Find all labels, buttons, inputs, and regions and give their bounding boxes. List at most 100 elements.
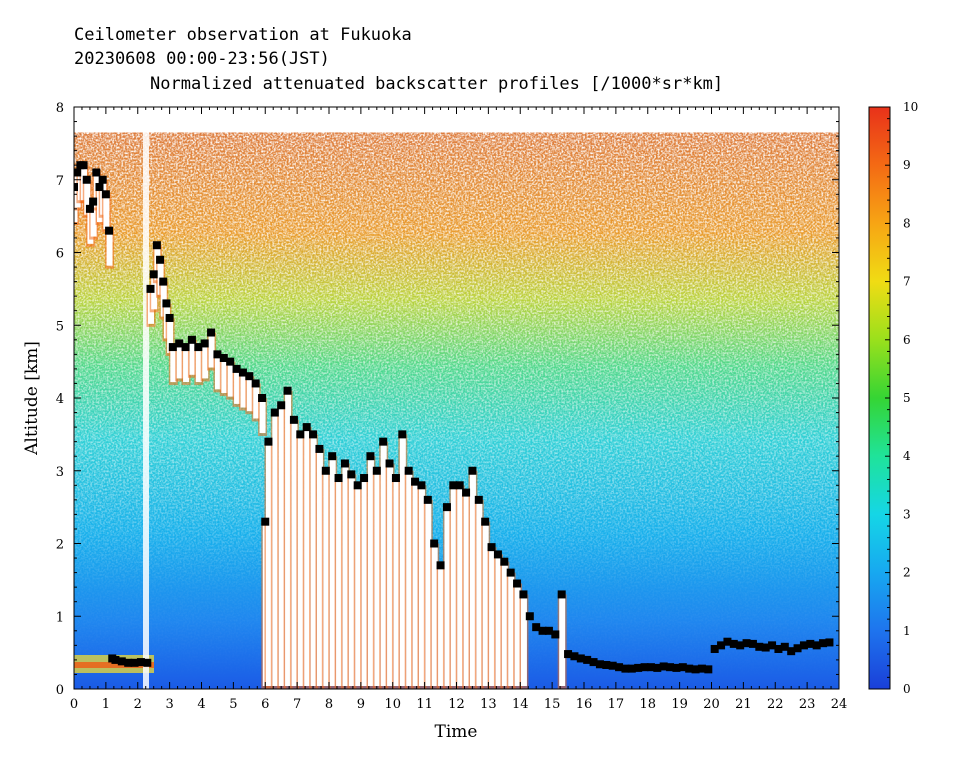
cloud-base-point: [748, 639, 757, 648]
cloud-base-point: [812, 641, 821, 650]
y-axis: 0 1 2 3 4 5 6 7 8: [56, 101, 839, 698]
cloud-base-point: [755, 642, 764, 651]
cloud-core: [278, 408, 285, 686]
cloud-base-point: [258, 394, 267, 402]
cloud-core: [463, 495, 470, 686]
x-tick-label: 1: [102, 697, 110, 712]
x-tick-label: 22: [767, 697, 784, 712]
cloud-base-point: [321, 466, 330, 475]
cloud-base-point: [117, 657, 126, 666]
cloud-base-point: [162, 299, 171, 308]
x-tick-label: 15: [544, 697, 561, 712]
cloud-core: [176, 346, 183, 379]
x-tick-label: 16: [576, 697, 593, 712]
cloud-core: [514, 586, 521, 686]
cloud-core: [418, 488, 425, 686]
cloud-base-point: [315, 444, 324, 453]
x-tick-label: 14: [512, 697, 529, 712]
cloud-base-point: [602, 660, 611, 669]
cloud-base-point: [74, 183, 78, 192]
cloud-base-point: [806, 639, 815, 648]
cloud-base-point: [101, 190, 110, 199]
cloud-core: [482, 524, 489, 686]
cloud-base-point: [666, 663, 675, 672]
cloud-core: [189, 342, 196, 375]
colorbar-tick-label: 10: [903, 100, 918, 114]
colorbar-tick-label: 9: [903, 158, 911, 172]
y-axis-title: Altitude [km]: [22, 341, 42, 456]
cloud-core: [304, 430, 311, 686]
cloud-base-point: [825, 638, 834, 647]
cloud-core: [476, 502, 483, 686]
missing-data-gap: [143, 130, 149, 689]
cloud-core: [361, 481, 368, 686]
cloud-base-point: [200, 339, 209, 348]
cloud-core: [240, 375, 247, 408]
cloud-base-point: [95, 183, 104, 192]
x-tick-label: 19: [671, 697, 688, 712]
cloud-base-point: [519, 590, 528, 599]
cloud-core: [559, 597, 566, 686]
cloud-base-point: [799, 641, 808, 650]
cloud-base-point: [532, 623, 541, 632]
cloud-base-point: [207, 328, 216, 337]
cloud-base-point: [232, 364, 241, 373]
cloud-base-point: [105, 226, 114, 235]
cloud-core: [469, 473, 476, 686]
cloud-base-point: [589, 658, 598, 667]
x-tick-label: 17: [608, 697, 625, 712]
cloud-base-point: [538, 626, 547, 635]
cloud-core: [227, 364, 234, 397]
x-tick-label: 11: [416, 697, 433, 712]
y-tick-label: 3: [56, 465, 64, 480]
cloud-base-point: [175, 339, 184, 348]
cloud-core: [202, 346, 209, 379]
cloud-base-point: [819, 639, 828, 648]
cloud-base-point: [761, 643, 770, 652]
cloud-base-point: [124, 658, 133, 667]
x-tick-label: 24: [831, 697, 848, 712]
cloud-base-point: [487, 543, 496, 552]
cloud-base-point: [710, 644, 719, 653]
chart-title: Normalized attenuated backscatter profil…: [150, 74, 723, 94]
plot-area: [74, 107, 839, 689]
cloud-base-point: [436, 561, 445, 570]
cloud-base-point: [92, 168, 101, 177]
cloud-base-point: [729, 639, 738, 648]
y-tick-label: 1: [56, 610, 64, 625]
cloud-base-point: [238, 368, 247, 377]
cloud-core: [342, 466, 349, 686]
cloud-base-point: [85, 204, 94, 213]
cloud-base-point: [328, 452, 337, 461]
x-tick-label: 3: [165, 697, 173, 712]
cloud-base-point: [449, 481, 458, 490]
y-tick-label: 7: [56, 174, 64, 189]
cloud-base-point: [774, 644, 783, 653]
cloud-base-series: [74, 161, 834, 674]
cloud-base-point: [564, 650, 573, 659]
cloud-base-point: [793, 644, 802, 653]
cloud-core: [272, 415, 279, 686]
cloud-base-point: [595, 660, 604, 669]
cloud-core: [425, 502, 432, 686]
cloud-base-point: [544, 626, 553, 635]
colorbar-tick-label: 8: [903, 216, 911, 230]
cloud-core: [170, 350, 177, 383]
boundary-layer-band-2: [74, 662, 154, 668]
cloud-core: [457, 488, 464, 686]
cloud-core: [167, 320, 174, 353]
colorbar: 0 1 2 3 4 5 6 7 8 9 10: [868, 100, 918, 696]
cloud-base-point: [500, 557, 509, 566]
cloud-core: [151, 277, 158, 310]
cloud-core: [355, 488, 362, 686]
cloud-base-point: [742, 639, 751, 648]
cloud-base-point: [640, 663, 649, 672]
x-tick-label: 21: [735, 697, 752, 712]
cloud-base-point: [646, 663, 655, 672]
cloud-base-point: [404, 466, 413, 475]
cloud-base-point: [89, 197, 98, 206]
cloud-core: [323, 473, 330, 686]
cloud-base-point: [360, 474, 369, 483]
cloud-core: [259, 401, 266, 433]
cloud-base-point: [194, 343, 203, 352]
